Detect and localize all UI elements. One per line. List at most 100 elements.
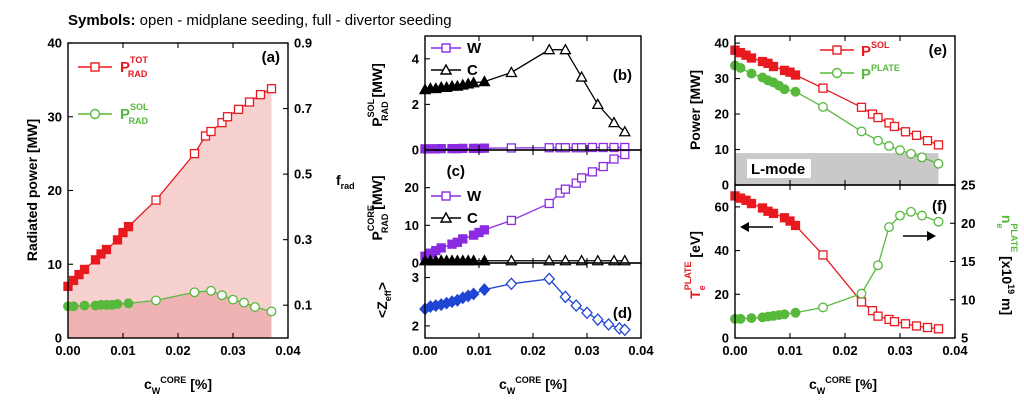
data-point-a-0-10 bbox=[151, 195, 161, 205]
data-point-a-1-11 bbox=[206, 285, 216, 296]
data-point-f-0-9 bbox=[790, 220, 801, 231]
area-p-rad-tot bbox=[68, 88, 272, 338]
data-point-e-1-12 bbox=[884, 141, 894, 151]
panel-a-xlabel: cWCORE [%] bbox=[144, 375, 212, 396]
data-point-e-1-7 bbox=[779, 84, 790, 95]
panel-f-frame bbox=[734, 184, 956, 339]
y2-tick-label-f-0: 5 bbox=[961, 331, 968, 346]
panel-d-label: (d) bbox=[613, 305, 632, 322]
data-point-b-1-17 bbox=[618, 125, 631, 137]
data-point-e-0-11 bbox=[856, 102, 867, 112]
data-point-f-0-3 bbox=[746, 198, 757, 209]
y-tick-label-a-4: 40 bbox=[48, 36, 62, 51]
legend-c-c: C bbox=[467, 210, 478, 227]
lmode-label: L-mode bbox=[751, 161, 805, 178]
data-point-b-0-11 bbox=[544, 143, 554, 153]
data-point-f-0-12 bbox=[867, 306, 878, 316]
data-point-f-1-15 bbox=[917, 210, 927, 221]
data-point-c-0-14 bbox=[571, 178, 581, 188]
data-point-e-0-19 bbox=[933, 140, 944, 150]
y-tick-label-d-1: 3 bbox=[412, 270, 419, 285]
data-point-f-1-8 bbox=[790, 307, 801, 318]
data-point-d-0-13 bbox=[559, 290, 572, 304]
y2-tick-label-a-4: 0.9 bbox=[294, 36, 312, 51]
data-point-f-0-10 bbox=[818, 250, 828, 260]
y-tick-label-f-0: 0 bbox=[722, 331, 729, 346]
data-point-e-0-15 bbox=[889, 121, 900, 132]
panel-d-xlabel: cWCORE [%] bbox=[499, 375, 567, 396]
legend-square-icon bbox=[90, 62, 100, 72]
x-tick-label-d-2: 0.02 bbox=[520, 343, 545, 358]
data-point-b-0-3 bbox=[436, 143, 446, 154]
data-point-e-1-9 bbox=[818, 102, 828, 112]
y-tick-label-f-1: 20 bbox=[715, 287, 729, 302]
y-tick-label-e-3: 30 bbox=[715, 71, 729, 86]
y2-tick-label-a-1: 0.3 bbox=[294, 232, 312, 247]
left-arrow-icon bbox=[740, 222, 773, 232]
data-point-a-0-4 bbox=[90, 255, 101, 265]
legend-p-rad-tot: PTOT RAD bbox=[120, 55, 148, 79]
panel-c-label: (c) bbox=[447, 163, 465, 180]
data-point-d-0-14 bbox=[570, 299, 583, 313]
data-point-b-0-15 bbox=[576, 143, 587, 153]
panel-a-y2label: frad bbox=[336, 172, 355, 191]
data-point-b-1-15 bbox=[591, 98, 604, 110]
data-point-b-0-18 bbox=[609, 142, 619, 153]
panel-f: 0.00 0.01 0.02 0.03 0.04 0 20 40 60 5 10 15 20 25 (f)… bbox=[683, 178, 1019, 397]
y2-tick-label-f-3: 20 bbox=[961, 216, 975, 231]
panel-b-legend: W C bbox=[431, 40, 482, 79]
data-point-a-1-7 bbox=[112, 299, 123, 310]
x-tick-label-a-1: 0.01 bbox=[110, 343, 135, 358]
y-tick-label-a-3: 30 bbox=[48, 109, 62, 124]
legend-w-c: W bbox=[467, 188, 482, 205]
data-point-a-0-17 bbox=[244, 97, 255, 107]
data-point-f-1-14 bbox=[906, 206, 916, 217]
data-point-f-1-7 bbox=[779, 309, 790, 320]
data-point-c-0-15 bbox=[576, 173, 587, 183]
y-tick-label-f-3: 60 bbox=[715, 199, 729, 214]
data-point-d-0-12 bbox=[543, 272, 556, 286]
data-point-f-1-1 bbox=[735, 313, 746, 324]
panel-a: 0.00 0.01 0.02 0.03 0.04 0 10 20 30 40 0.1 0.3 0.5 0.… bbox=[24, 36, 355, 397]
data-point-c-0-17 bbox=[598, 161, 608, 172]
data-point-e-1-10 bbox=[856, 126, 867, 137]
y-tick-label-e-2: 20 bbox=[715, 107, 729, 122]
data-point-e-0-13 bbox=[873, 112, 883, 123]
legend-p-sol: PSOL bbox=[861, 40, 890, 60]
data-point-e-1-14 bbox=[906, 148, 916, 159]
x-tick-label-d-4: 0.04 bbox=[628, 343, 654, 358]
data-point-a-0-11 bbox=[189, 148, 200, 159]
x-tick-label-a-4: 0.04 bbox=[275, 343, 301, 358]
panel-e-label: (e) bbox=[929, 42, 947, 59]
data-point-b-0-10 bbox=[506, 143, 517, 153]
data-point-f-1-10 bbox=[856, 288, 867, 299]
data-point-b-0-9 bbox=[479, 143, 490, 153]
data-point-f-1-13 bbox=[895, 210, 905, 221]
data-point-a-0-19 bbox=[266, 84, 277, 94]
panel-f-label: (f) bbox=[932, 198, 947, 215]
data-point-d-0-10 bbox=[478, 283, 491, 297]
y-tick-label-e-0: 0 bbox=[722, 178, 729, 193]
data-point-c-0-3 bbox=[436, 243, 446, 253]
y-tick-label-e-4: 40 bbox=[715, 36, 729, 51]
x-tick-label-f-3: 0.03 bbox=[887, 343, 912, 358]
panel-a-frame bbox=[67, 42, 289, 339]
y2-tick-label-a-3: 0.7 bbox=[294, 101, 312, 116]
data-point-a-1-15 bbox=[250, 302, 260, 312]
data-point-d-0-17 bbox=[602, 317, 615, 331]
data-point-e-1-15 bbox=[917, 152, 927, 163]
data-point-e-1-13 bbox=[895, 145, 905, 156]
symbols-note-bold: Symbols: bbox=[68, 12, 136, 29]
panel-d-frame bbox=[424, 262, 642, 339]
data-point-c-0-9 bbox=[479, 225, 490, 235]
data-point-a-0-18 bbox=[255, 89, 266, 100]
data-point-e-1-2 bbox=[746, 68, 757, 79]
panel-f-ylabel: TePLATE [eV] bbox=[683, 231, 707, 299]
y2-tick-label-f-2: 15 bbox=[961, 254, 975, 269]
data-point-f-1-16 bbox=[933, 216, 944, 227]
legend-c: C bbox=[467, 62, 478, 79]
data-point-f-1-2 bbox=[746, 313, 757, 324]
data-point-f-0-18 bbox=[922, 322, 933, 333]
data-point-d-0-16 bbox=[591, 313, 604, 327]
data-point-a-0-1 bbox=[68, 275, 79, 286]
